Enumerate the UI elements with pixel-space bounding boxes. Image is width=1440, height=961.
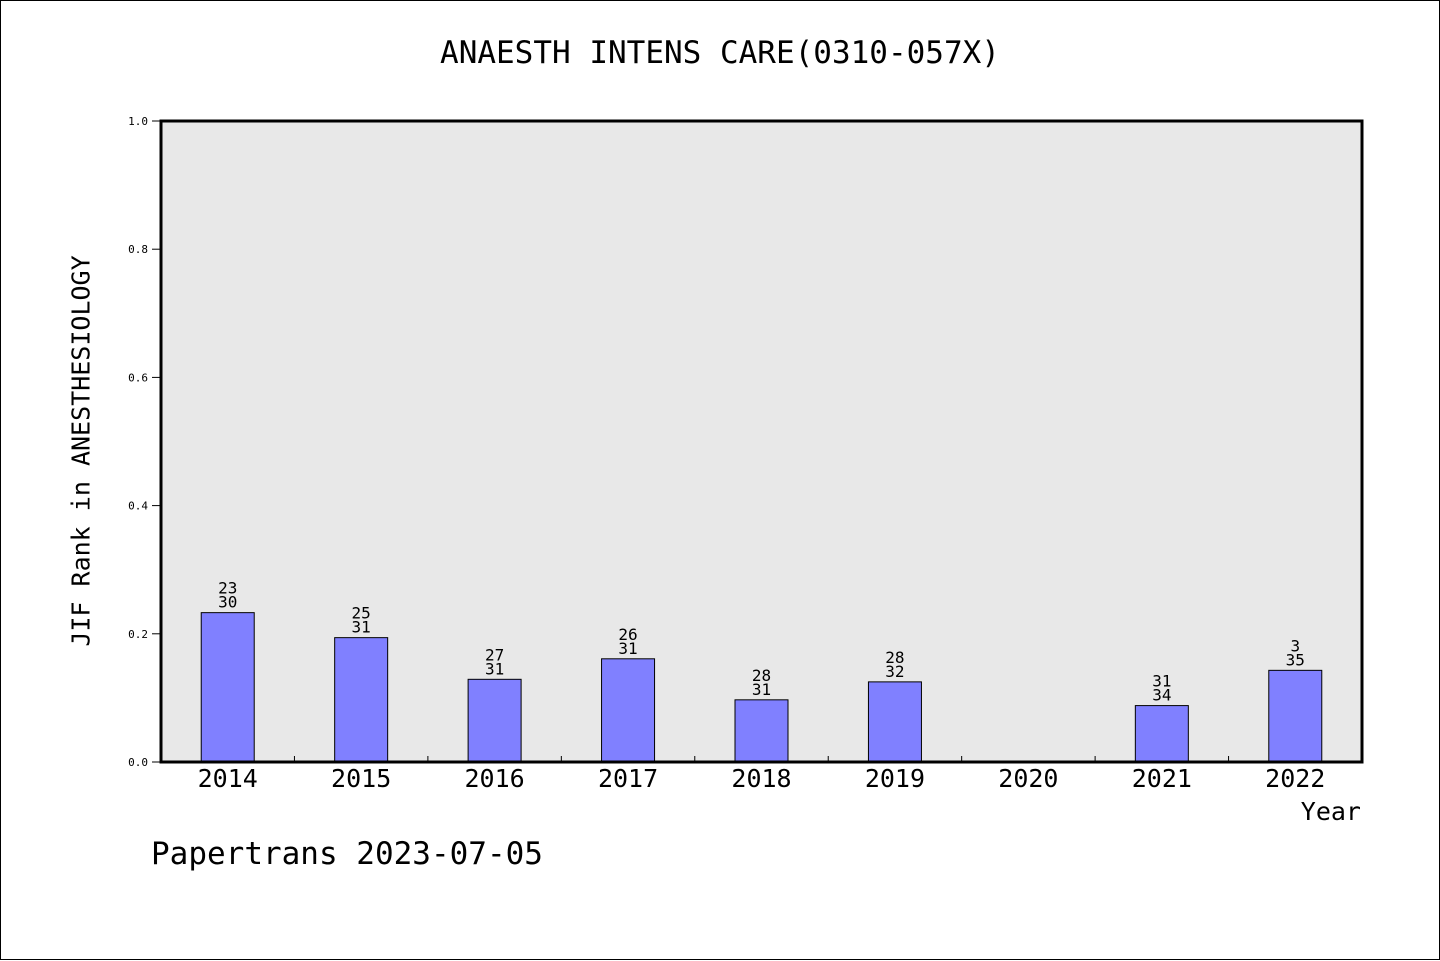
y-tick-label-0.4: 0.4 — [128, 500, 148, 513]
bar-total-label-2022: 35 — [1286, 650, 1305, 669]
bar-total-label-2015: 31 — [352, 618, 371, 637]
bar-rank-label-2015: 25 — [352, 604, 371, 623]
x-tick-label-2018: 2018 — [731, 764, 791, 793]
x-tick-label-2020: 2020 — [998, 764, 1058, 793]
bar-rank-label-2018: 28 — [752, 666, 771, 685]
bar-rank-label-2014: 23 — [218, 579, 237, 598]
bar-total-label-2014: 30 — [218, 593, 237, 612]
bar-rank-label-2019: 28 — [885, 648, 904, 667]
bar-total-label-2019: 32 — [885, 662, 904, 681]
bar-total-label-2021: 34 — [1152, 686, 1171, 705]
bar-2017 — [601, 658, 656, 763]
bar-2018 — [734, 699, 789, 763]
y-tick-label-1.0: 1.0 — [128, 115, 148, 128]
bar-2016 — [467, 678, 522, 763]
x-tick-label-2017: 2017 — [598, 764, 658, 793]
bar-rank-label-2022: 3 — [1290, 636, 1300, 655]
x-tick-label-2019: 2019 — [865, 764, 925, 793]
bar-2019 — [867, 681, 922, 763]
y-tick-label-0.0: 0.0 — [128, 756, 148, 769]
bar-rank-label-2016: 27 — [485, 645, 504, 664]
x-tick-label-2016: 2016 — [465, 764, 525, 793]
bar-2015 — [334, 637, 389, 763]
bar-rank-label-2021: 31 — [1152, 672, 1171, 691]
bar-total-label-2017: 31 — [618, 639, 637, 658]
bar-rank-label-2017: 26 — [618, 625, 637, 644]
y-tick-label-0.6: 0.6 — [128, 371, 148, 384]
chart-title: ANAESTH INTENS CARE(0310-057X) — [440, 35, 1000, 71]
footer-note: Papertrans 2023-07-05 — [151, 836, 543, 872]
y-tick-label-0.8: 0.8 — [128, 243, 148, 256]
bar-2022 — [1268, 669, 1323, 763]
bar-2014 — [200, 612, 255, 763]
bar-total-label-2016: 31 — [485, 659, 504, 678]
x-axis-label: Year — [1300, 797, 1361, 826]
x-tick-label-2022: 2022 — [1265, 764, 1325, 793]
bar-total-label-2018: 31 — [752, 680, 771, 699]
bar-2021 — [1134, 705, 1189, 763]
x-tick-label-2021: 2021 — [1132, 764, 1192, 793]
x-tick-label-2015: 2015 — [331, 764, 391, 793]
plot-border — [159, 119, 1364, 764]
x-tick-label-2014: 2014 — [198, 764, 258, 793]
y-tick-label-0.2: 0.2 — [128, 628, 148, 641]
